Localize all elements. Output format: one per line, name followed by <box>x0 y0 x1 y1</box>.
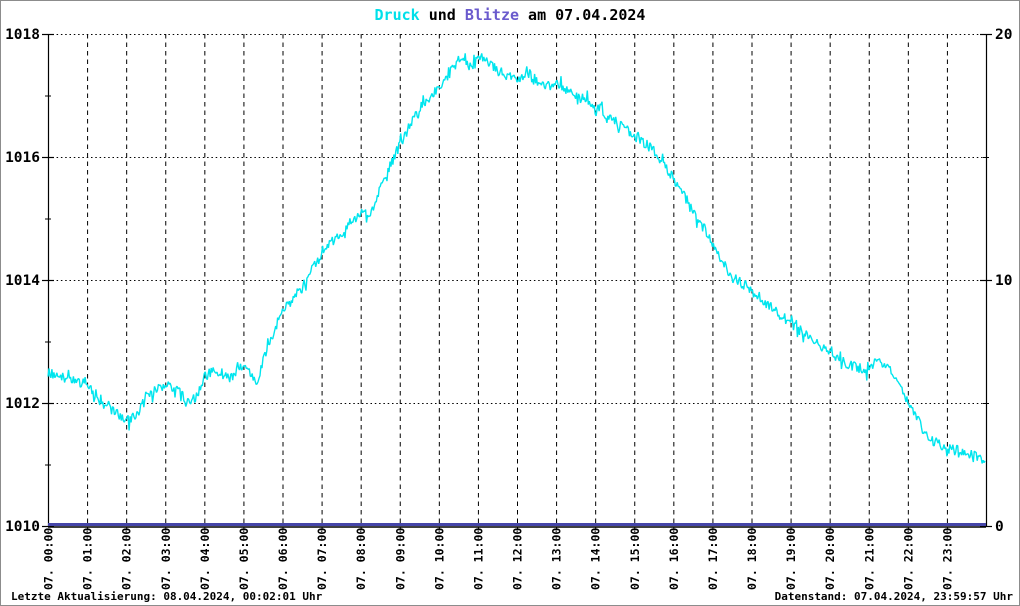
x-axis-label: 07. 17:00 <box>706 528 720 590</box>
x-axis-label: 07. 13:00 <box>550 528 564 590</box>
x-axis-label: 07. 14:00 <box>589 528 603 590</box>
x-axis-label: 07. 18:00 <box>745 528 759 590</box>
left-axis-label: 1012 <box>5 396 40 412</box>
right-axis-label: 20 <box>995 27 1012 43</box>
blitze-series-line <box>48 523 986 526</box>
x-axis-label: 07. 21:00 <box>862 528 876 590</box>
data-timestamp-text: Datenstand: 07.04.2024, 23:59:57 Uhr <box>774 590 1013 603</box>
title-part-3: am 07.04.2024 <box>519 6 646 24</box>
right-axis-label: 0 <box>995 519 1004 535</box>
x-axis-label: 07. 00:00 <box>42 528 56 590</box>
title-part-2: Blitze <box>464 6 520 24</box>
title-part-0: Druck <box>374 6 420 24</box>
title-part-1: und <box>419 6 465 24</box>
right-axis-label: 10 <box>995 273 1012 289</box>
x-axis-label: 07. 15:00 <box>628 528 642 590</box>
x-axis-label: 07. 09:00 <box>393 528 407 590</box>
left-axis-label: 1016 <box>5 150 40 166</box>
x-axis-label: 07. 10:00 <box>432 528 446 590</box>
x-axis-label: 07. 05:00 <box>237 528 251 590</box>
x-axis-label: 07. 02:00 <box>120 528 134 590</box>
left-axis-label: 1018 <box>5 27 40 43</box>
x-axis-label: 07. 23:00 <box>940 528 954 590</box>
chart-title: Druck und Blitze am 07.04.2024 <box>1 6 1019 24</box>
x-axis-label: 07. 11:00 <box>471 528 485 590</box>
x-axis-label: 07. 04:00 <box>198 528 212 590</box>
left-axis-label: 1014 <box>5 273 40 289</box>
last-update-text: Letzte Aktualisierung: 08.04.2024, 00:02… <box>11 590 323 603</box>
x-axis-label: 07. 06:00 <box>276 528 290 590</box>
x-axis-label: 07. 22:00 <box>901 528 915 590</box>
druck-series-line <box>47 53 986 464</box>
x-axis-label: 07. 01:00 <box>81 528 95 590</box>
x-axis-label: 07. 20:00 <box>823 528 837 590</box>
left-axis-label: 1010 <box>5 519 40 535</box>
x-axis-label: 07. 12:00 <box>511 528 525 590</box>
x-axis-label: 07. 07:00 <box>315 528 329 590</box>
x-axis-label: 07. 19:00 <box>784 528 798 590</box>
x-axis-label: 07. 16:00 <box>667 528 681 590</box>
x-axis-label: 07. 08:00 <box>354 528 368 590</box>
x-axis-label: 07. 03:00 <box>159 528 173 590</box>
